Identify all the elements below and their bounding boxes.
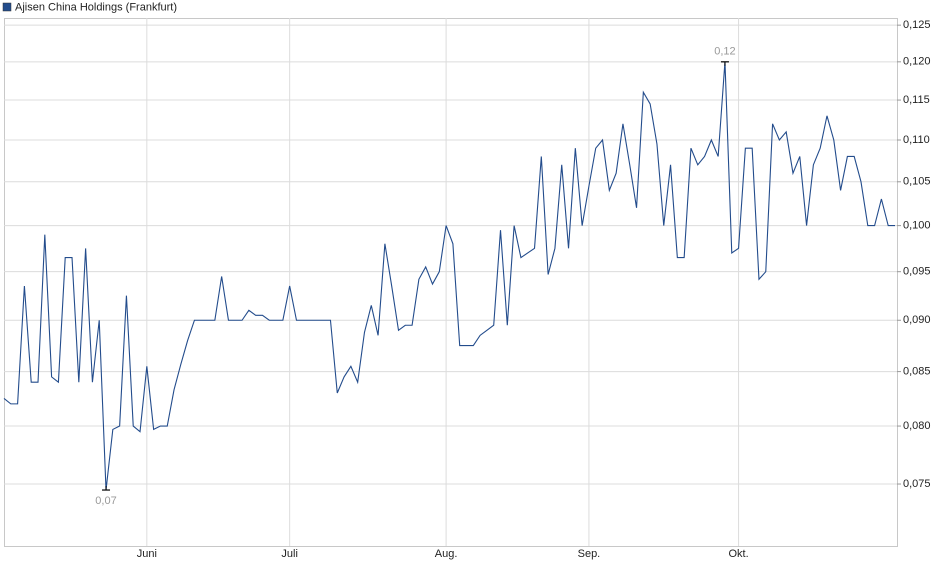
plot-area bbox=[4, 18, 898, 547]
y-tick-label: 0,100 bbox=[903, 220, 931, 232]
legend-swatch bbox=[2, 2, 12, 12]
x-tick-label: Aug. bbox=[435, 548, 458, 560]
value-label: 0,07 bbox=[95, 495, 116, 507]
x-tick-label: Okt. bbox=[728, 548, 748, 560]
x-tick-label: Juni bbox=[137, 548, 157, 560]
value-label: 0,12 bbox=[714, 46, 735, 58]
y-tick-label: 0,075 bbox=[903, 478, 931, 490]
legend-label: Ajisen China Holdings (Frankfurt) bbox=[15, 1, 177, 13]
x-tick-label: Sep. bbox=[578, 548, 601, 560]
y-tick-label: 0,110 bbox=[903, 134, 930, 146]
y-tick-label: 0,090 bbox=[903, 314, 931, 326]
y-tick-label: 0,115 bbox=[903, 94, 930, 106]
y-tick-label: 0,105 bbox=[903, 176, 931, 188]
x-tick-label: Juli bbox=[281, 548, 298, 560]
series-line bbox=[3, 61, 895, 491]
y-tick-label: 0,080 bbox=[903, 420, 931, 432]
y-tick-label: 0,120 bbox=[903, 56, 931, 68]
y-tick-label: 0,095 bbox=[903, 266, 931, 278]
y-tick-label: 0,085 bbox=[903, 365, 931, 377]
y-tick-label: 0,125 bbox=[903, 19, 931, 31]
